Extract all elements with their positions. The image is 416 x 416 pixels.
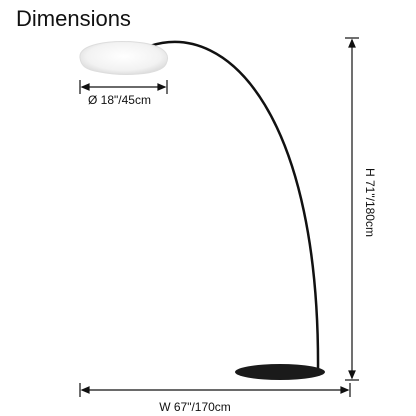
lamp-base [235,364,325,380]
width-arrow [79,383,351,397]
lamp-shade [79,41,168,75]
width-label: W 67"/170cm [159,400,231,414]
diameter-label: Ø 18"/45cm [88,93,151,107]
lamp-arm [149,40,320,373]
height-label: H 71"/180cm [363,168,377,237]
diameter-arrow [79,80,168,94]
title: Dimensions [16,6,131,31]
height-arrow [345,37,359,381]
